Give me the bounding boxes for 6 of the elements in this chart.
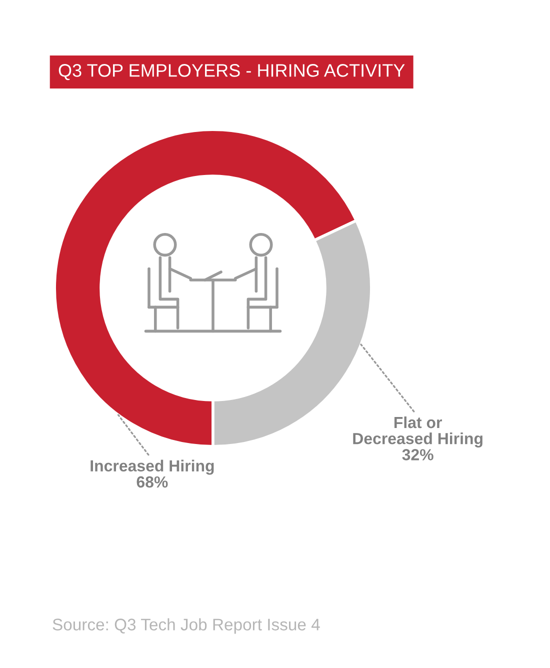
data-label: 68% [136, 476, 168, 488]
slice-label: Flat or Decreased Hiring [353, 416, 482, 448]
data-label: 32% [402, 449, 434, 460]
chart-title: Q3 TOP EMPLOYERS - HIRING ACTIVITY [58, 64, 405, 80]
source-note: Source: Q3 Tech Job Report Issue 4 [52, 618, 320, 634]
slice-label: Increased Hiring [90, 460, 214, 475]
